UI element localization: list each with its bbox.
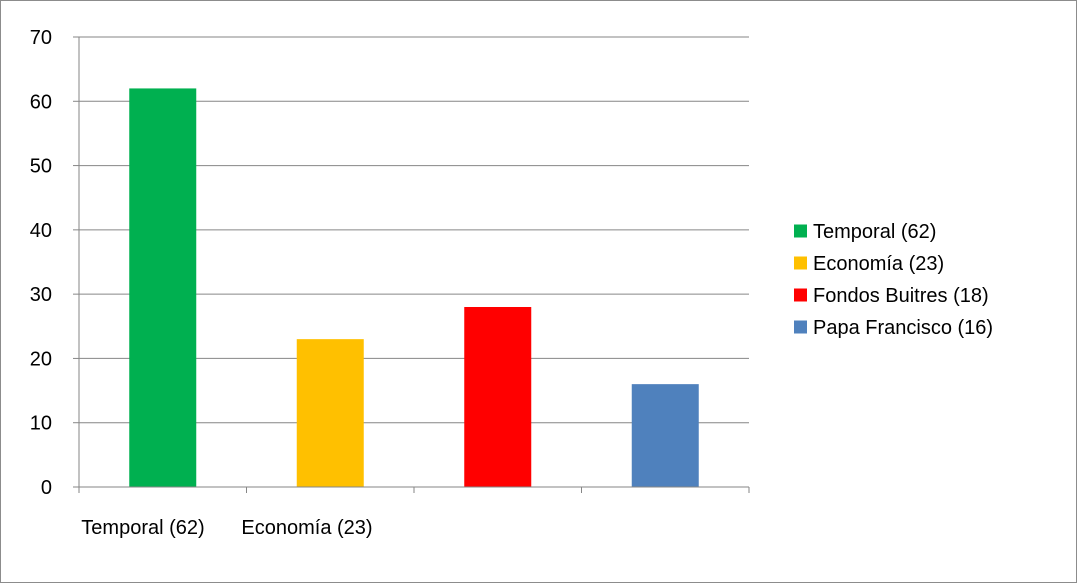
bar: [464, 307, 532, 487]
x-axis-category-labels: Temporal (62) Economía (23): [81, 517, 372, 539]
y-tick-label: 60: [30, 91, 52, 113]
legend: Temporal (62) Economía (23) Fondos Buitres…: [794, 221, 993, 339]
bar: [631, 384, 699, 487]
y-tick-label: 50: [30, 156, 52, 178]
y-tick-label: 0: [41, 477, 52, 499]
y-tick-label: 10: [30, 413, 52, 435]
legend-swatch: [794, 256, 807, 270]
y-axis-tick-labels: 0 10 20 30 40 50 60 70: [30, 27, 52, 499]
y-tick-label: 20: [30, 348, 52, 370]
legend-label: Temporal (62): [813, 221, 936, 243]
x-category-label: Temporal (62): [81, 517, 204, 539]
x-category-label: Economía (23): [241, 517, 372, 539]
y-tick-label: 30: [30, 284, 52, 306]
legend-label: Fondos Buitres (18): [813, 285, 989, 307]
y-tick-label: 40: [30, 220, 52, 242]
legend-swatch: [794, 224, 807, 238]
legend-swatch: [794, 320, 807, 334]
legend-label: Economía (23): [813, 253, 944, 275]
bar: [129, 88, 197, 487]
legend-swatch: [794, 288, 807, 302]
axes: [78, 37, 750, 493]
bars: [129, 88, 699, 487]
bar: [296, 339, 364, 487]
legend-label: Papa Francisco (16): [813, 317, 993, 339]
y-tick-label: 70: [30, 27, 52, 49]
